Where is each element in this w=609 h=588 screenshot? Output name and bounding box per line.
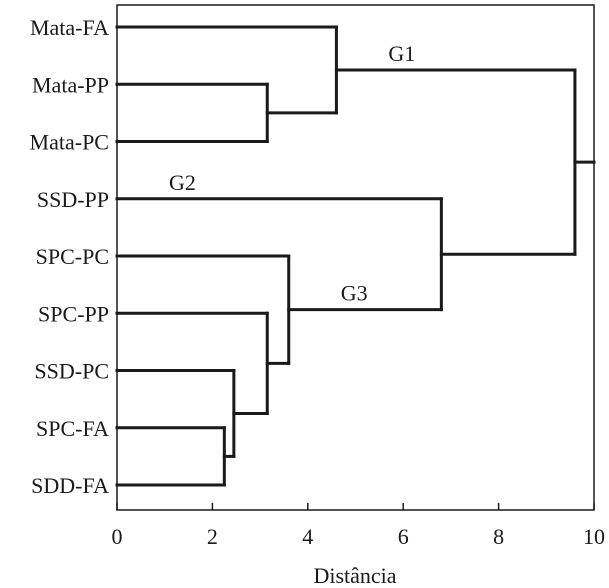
- leaf-label-sdd-fa: SDD-FA: [31, 473, 109, 498]
- leaf-label-spc-pc: SPC-PC: [36, 244, 109, 269]
- group-label-g2: G2: [169, 170, 196, 195]
- x-tick-label-0: 0: [112, 524, 123, 549]
- dendrogram-branches: [115, 25, 596, 487]
- group-label-g3: G3: [341, 281, 368, 306]
- leaf-labels: Mata-FA Mata-PP Mata-PC SSD-PP SPC-PC SPC-PP S…: [30, 15, 110, 498]
- group-label-g1: G1: [388, 41, 415, 66]
- x-tick-label-4: 4: [302, 524, 313, 549]
- x-tick-label-2: 2: [207, 524, 218, 549]
- x-axis-title: Distância: [313, 563, 396, 588]
- x-axis: 0 2 4 6 8 10: [112, 503, 605, 549]
- leaf-label-spc-pp: SPC-PP: [38, 301, 109, 326]
- group-labels: G1 G2 G3: [169, 41, 415, 306]
- leaf-label-spc-fa: SPC-FA: [36, 416, 109, 441]
- leaf-label-mata-fa: Mata-FA: [30, 15, 109, 40]
- leaf-label-ssd-pc: SSD-PC: [34, 359, 109, 384]
- leaf-label-ssd-pp: SSD-PP: [37, 187, 109, 212]
- leaf-label-mata-pc: Mata-PC: [30, 130, 109, 155]
- x-tick-label-8: 8: [493, 524, 504, 549]
- leaf-label-mata-pp: Mata-PP: [32, 72, 109, 97]
- x-tick-label-10: 10: [583, 524, 605, 549]
- x-tick-label-6: 6: [398, 524, 409, 549]
